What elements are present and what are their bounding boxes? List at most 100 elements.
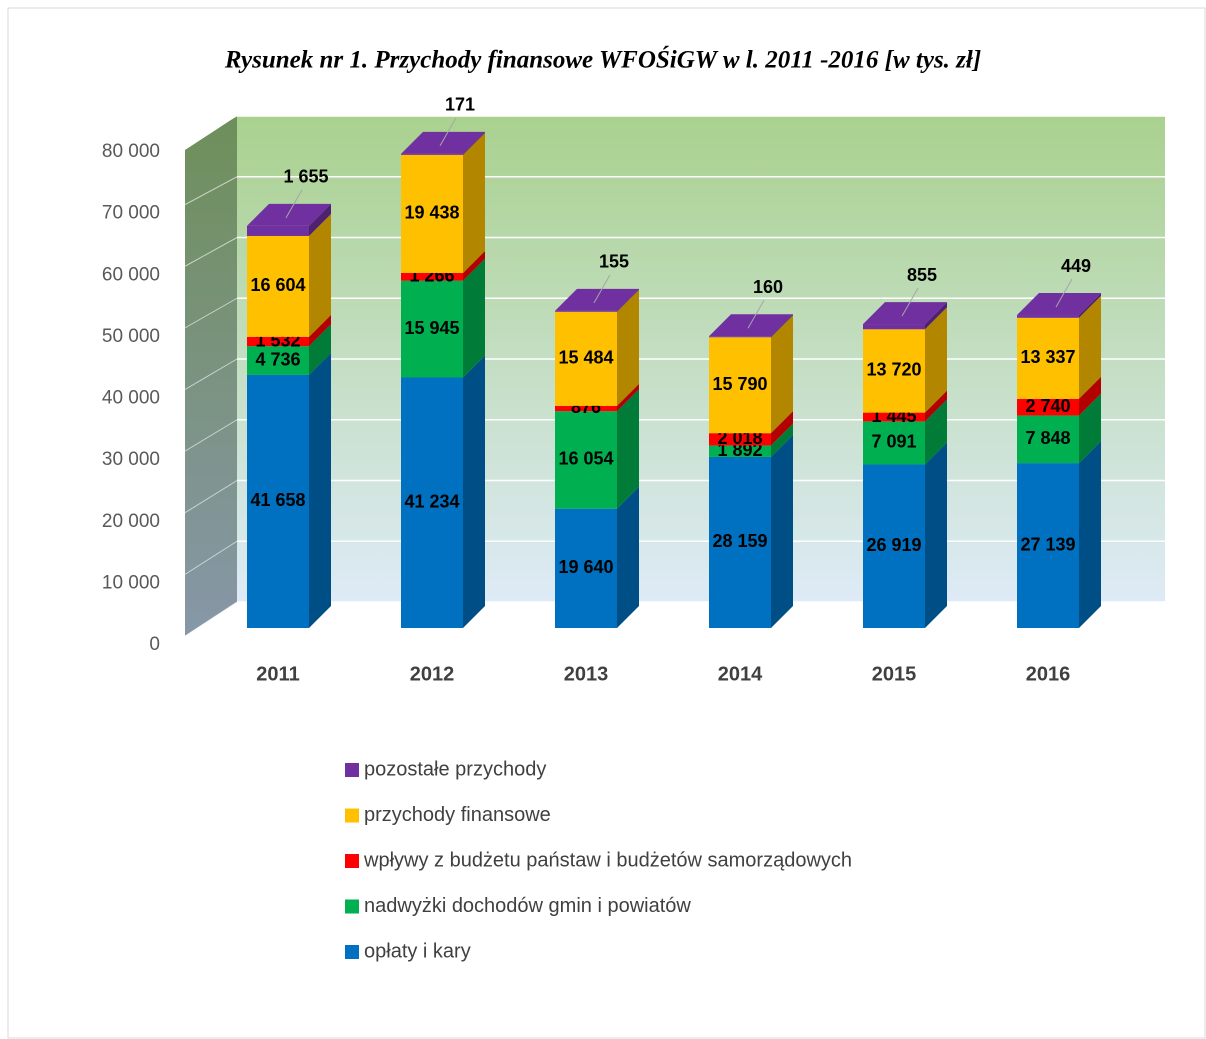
data-label: 15 790 xyxy=(712,374,767,394)
bar-front xyxy=(401,153,463,155)
bar-segment xyxy=(555,288,639,312)
y-tick-label: 20 000 xyxy=(102,511,160,532)
data-label: 41 658 xyxy=(250,490,305,510)
legend-label: opłaty i kary xyxy=(364,940,471,962)
x-tick-label: 2016 xyxy=(1026,663,1071,685)
bar-segment xyxy=(555,486,639,628)
bar-front xyxy=(863,421,925,465)
bar-front xyxy=(709,456,771,628)
bar-segment xyxy=(555,289,639,406)
bar-side xyxy=(309,213,331,337)
bar-side xyxy=(925,302,947,330)
grid-line xyxy=(184,358,238,390)
bar-front xyxy=(1017,415,1079,464)
y-tick-label: 10 000 xyxy=(102,572,160,593)
x-tick-label: 2012 xyxy=(410,663,455,685)
legend-label: przychody finansowe xyxy=(364,804,551,826)
bar-top xyxy=(247,203,331,226)
bar-front xyxy=(247,374,309,628)
bar-segment xyxy=(709,411,793,446)
x-tick-label: 2013 xyxy=(564,663,609,685)
bar-side xyxy=(771,423,793,457)
data-label: 13 337 xyxy=(1020,347,1075,367)
legend-swatch xyxy=(345,899,359,914)
bar-segment xyxy=(1017,376,1101,416)
bar-side xyxy=(463,355,485,628)
bar-side xyxy=(925,390,947,422)
bar-segment xyxy=(709,315,793,434)
legend-swatch xyxy=(345,763,359,777)
bar-front xyxy=(863,464,925,628)
side-wall xyxy=(185,116,237,636)
bar-side xyxy=(309,324,331,375)
bar-segment xyxy=(247,324,331,375)
bar-side xyxy=(771,314,793,338)
bar-front xyxy=(863,329,925,413)
data-label: 2 740 xyxy=(1025,396,1070,416)
leader-line xyxy=(1055,278,1073,308)
grid-line xyxy=(184,480,238,514)
bar-front xyxy=(555,508,617,628)
bar-front xyxy=(401,272,463,281)
grid-line xyxy=(184,115,238,144)
x-tick-label: 2015 xyxy=(872,663,917,685)
leader-line xyxy=(285,189,303,219)
bar-front xyxy=(863,324,925,330)
bar-side xyxy=(617,288,639,312)
bar-top xyxy=(863,302,947,325)
bar-side xyxy=(771,434,793,628)
y-tick-label: 0 xyxy=(149,634,160,655)
data-label: 27 139 xyxy=(1020,534,1075,554)
legend-label: nadwyżki dochodów gmin i powiatów xyxy=(364,895,691,917)
bar-side xyxy=(309,314,331,347)
bar-segment xyxy=(247,203,331,236)
data-label: 4 736 xyxy=(255,349,300,369)
data-label: 155 xyxy=(599,252,629,272)
bar-top xyxy=(1017,293,1101,316)
bar-front xyxy=(1017,315,1079,318)
grid-line xyxy=(184,540,238,575)
bar-front xyxy=(709,336,771,338)
data-label: 7 848 xyxy=(1025,428,1070,448)
bar-segment xyxy=(247,314,331,347)
bar-segment xyxy=(247,213,331,337)
bar-segment xyxy=(709,314,793,338)
grid-line xyxy=(184,176,238,206)
bar-top xyxy=(555,288,639,311)
bar-segment xyxy=(709,434,793,628)
data-label: 13 720 xyxy=(866,360,921,380)
bar-segment xyxy=(709,423,793,457)
leader-line xyxy=(901,287,919,317)
data-label: 15 945 xyxy=(404,318,459,338)
bar-side xyxy=(1079,295,1101,399)
y-tick-label: 40 000 xyxy=(102,388,160,409)
bar-segment xyxy=(555,389,639,509)
bar-segment xyxy=(401,355,485,628)
bar-top xyxy=(401,131,485,154)
bar-side xyxy=(925,399,947,465)
bar-front xyxy=(247,235,309,337)
bar-segment xyxy=(555,383,639,412)
bar-side xyxy=(463,250,485,281)
bar-front xyxy=(555,411,617,509)
chart-title: Rysunek nr 1. Przychody finansowe WFOŚiG… xyxy=(224,46,981,74)
bar-segment xyxy=(401,258,485,378)
bar-top xyxy=(709,314,793,337)
y-tick-label: 30 000 xyxy=(102,449,160,470)
leader-line xyxy=(439,117,457,147)
data-label: 855 xyxy=(907,265,937,285)
bar-segment xyxy=(1017,393,1101,464)
bar-front xyxy=(709,433,771,446)
frame xyxy=(7,7,1206,1039)
bar-segment xyxy=(401,250,485,281)
bar-side xyxy=(617,383,639,412)
bar-front xyxy=(709,445,771,457)
bar-side xyxy=(309,352,331,628)
bar-side xyxy=(617,486,639,628)
bar-side xyxy=(1079,293,1101,318)
leader-line xyxy=(593,274,611,304)
legend-label: pozostałe przychody xyxy=(364,758,546,780)
bar-segment xyxy=(401,132,485,273)
bar-side xyxy=(463,258,485,378)
bar-segment xyxy=(863,442,947,628)
